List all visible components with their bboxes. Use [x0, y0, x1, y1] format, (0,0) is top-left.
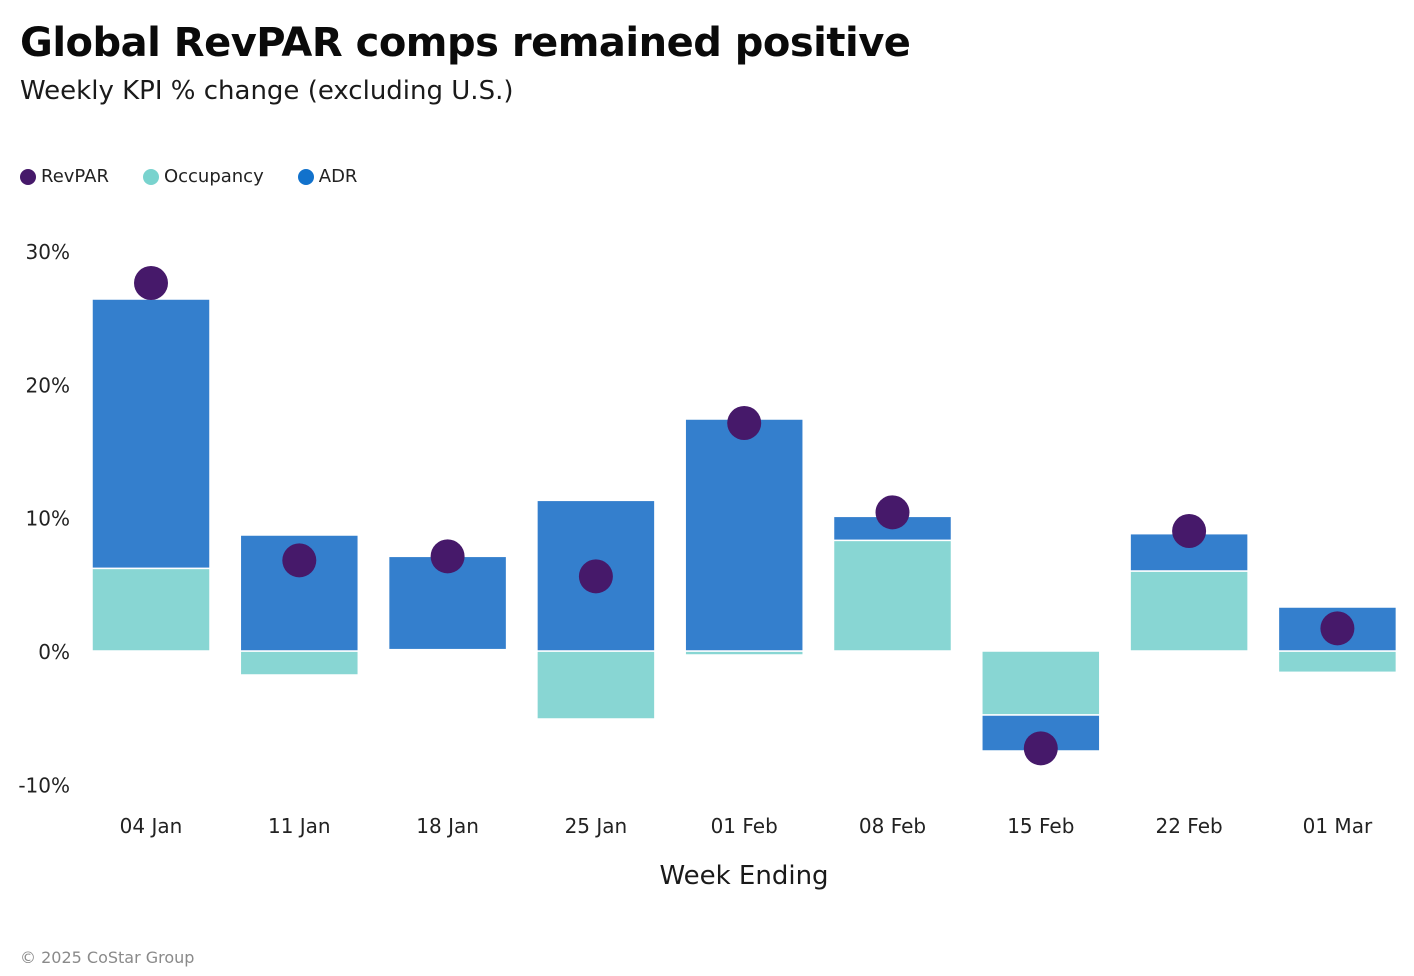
occupancy-bar[interactable]	[981, 650, 1101, 716]
x-tick-label: 08 Feb	[859, 814, 926, 838]
x-axis-title: Week Ending	[659, 861, 828, 891]
revpar-dots	[134, 266, 1355, 766]
legend: RevPAR Occupancy ADR	[20, 166, 391, 187]
revpar-dot[interactable]	[578, 559, 613, 594]
x-tick-label: 01 Feb	[711, 814, 778, 838]
chart-title: Global RevPAR comps remained positive	[20, 20, 911, 66]
revpar-dot[interactable]	[727, 406, 762, 441]
revpar-dot[interactable]	[1172, 514, 1207, 549]
chart-subtitle: Weekly KPI % change (excluding U.S.)	[20, 76, 514, 106]
y-tick-label: -10%	[18, 773, 70, 797]
occupancy-bar[interactable]	[1129, 570, 1249, 652]
legend-item-adr[interactable]: ADR	[297, 166, 358, 187]
x-tick-label: 15 Feb	[1007, 814, 1074, 838]
y-tick-label: 20%	[26, 373, 70, 397]
x-tick-label: 18 Jan	[416, 814, 479, 838]
legend-item-occupancy[interactable]: Occupancy	[142, 166, 264, 187]
revpar-dot[interactable]	[1023, 731, 1058, 766]
legend-label: Occupancy	[163, 166, 264, 187]
adr-swatch-icon	[297, 168, 314, 185]
y-tick-label: 30%	[26, 240, 70, 264]
adr-bar[interactable]	[91, 298, 211, 570]
occupancy-bar[interactable]	[832, 539, 953, 652]
x-tick-label: 22 Feb	[1155, 814, 1222, 838]
copyright: © 2025 CoStar Group	[20, 948, 195, 967]
occupancy-bar[interactable]	[239, 650, 360, 676]
x-tick-label: 11 Jan	[268, 814, 331, 838]
y-tick-label: 10%	[26, 507, 70, 531]
legend-item-revpar[interactable]: RevPAR	[20, 166, 109, 187]
adr-bar[interactable]	[684, 418, 804, 652]
revpar-dot[interactable]	[1320, 611, 1355, 646]
x-tick-label: 01 Mar	[1303, 814, 1373, 838]
y-axis: 30% 20% 10% 0% -10%	[18, 240, 70, 797]
revpar-dot[interactable]	[134, 266, 168, 301]
occupancy-bar[interactable]	[1277, 650, 1398, 674]
revpar-dot[interactable]	[430, 539, 465, 574]
y-tick-label: 0%	[38, 640, 70, 664]
x-axis: 04 Jan 11 Jan 18 Jan 25 Jan 01 Feb 08 Feb 15 F…	[120, 814, 1373, 838]
occupancy-bar[interactable]	[91, 567, 211, 652]
x-tick-label: 04 Jan	[120, 814, 183, 838]
revpar-dot[interactable]	[875, 495, 910, 530]
revpar-swatch-icon	[20, 168, 36, 185]
revpar-dot[interactable]	[282, 543, 317, 578]
legend-label: ADR	[318, 166, 358, 187]
occupancy-bar[interactable]	[536, 650, 656, 720]
occupancy-swatch-icon	[142, 168, 159, 185]
x-tick-label: 25 Jan	[565, 814, 628, 838]
legend-label: RevPAR	[41, 166, 109, 187]
